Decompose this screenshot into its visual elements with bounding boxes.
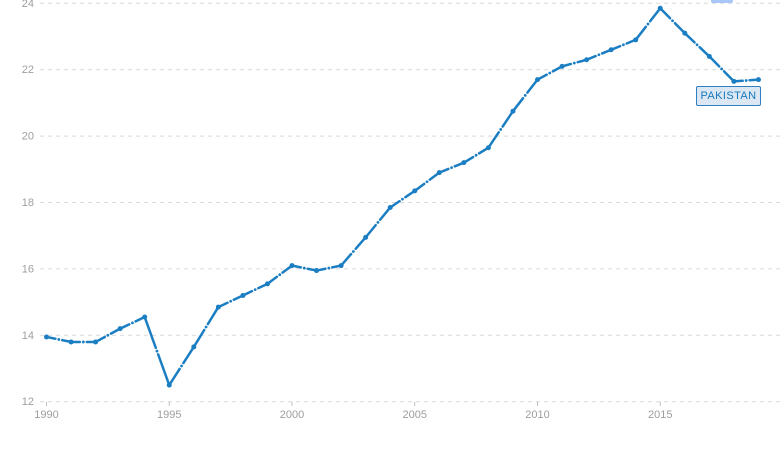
series-mid-dot: [81, 340, 85, 344]
data-point[interactable]: [461, 160, 467, 166]
series-mid-dot: [450, 166, 453, 170]
series-mid-dot: [744, 79, 748, 82]
y-axis-tick-label: 18: [22, 197, 34, 209]
data-point[interactable]: [68, 339, 74, 345]
data-point[interactable]: [682, 30, 688, 36]
data-point[interactable]: [584, 57, 590, 63]
data-point[interactable]: [240, 292, 246, 298]
series-mid-dot: [302, 266, 306, 270]
series-line-segment: [511, 96, 525, 113]
series-mid-dot: [401, 197, 404, 201]
y-axis-tick-label: 24: [22, 0, 34, 10]
series-mid-dot: [229, 299, 233, 303]
series-line-segment: [168, 367, 181, 387]
series-mid-dot: [376, 221, 380, 224]
series-label-pakistan: PAKISTAN: [696, 86, 761, 106]
series-line-segment: [648, 7, 662, 23]
y-axis-tick-label: 12: [22, 396, 34, 408]
series-line-segment: [501, 109, 515, 128]
series-line-segment: [487, 131, 500, 149]
series-mid-dot: [327, 266, 331, 270]
series-line-segment: [192, 328, 206, 349]
series-mid-dot: [646, 22, 650, 26]
series-mid-dot: [572, 61, 576, 65]
series-mid-dot: [278, 273, 282, 277]
data-point[interactable]: [314, 268, 320, 274]
y-axis-tick-label: 20: [22, 131, 34, 143]
data-point[interactable]: [633, 37, 639, 43]
data-point[interactable]: [510, 108, 516, 114]
data-point[interactable]: [44, 334, 49, 340]
series-mid-dot: [720, 67, 724, 71]
data-point[interactable]: [215, 304, 221, 310]
series-mid-dot: [155, 349, 159, 353]
x-axis-tick-label: 2015: [648, 409, 672, 421]
data-point[interactable]: [535, 77, 540, 83]
data-point[interactable]: [485, 145, 491, 151]
series-line-segment: [339, 252, 353, 267]
data-point[interactable]: [93, 339, 99, 345]
data-point[interactable]: [166, 382, 172, 388]
x-axis-tick-label: 1990: [34, 409, 58, 421]
data-point[interactable]: [117, 326, 123, 332]
y-axis-tick-label: 14: [22, 330, 34, 342]
series-line-segment: [364, 223, 377, 239]
data-point[interactable]: [363, 234, 369, 240]
data-point[interactable]: [608, 47, 614, 53]
data-point[interactable]: [755, 77, 761, 83]
series-mid-dot: [131, 321, 134, 325]
series-mid-dot: [548, 71, 552, 75]
series-mid-dot: [351, 250, 355, 253]
series-mid-dot: [106, 333, 110, 337]
data-point[interactable]: [436, 170, 442, 176]
series-line-segment: [354, 236, 367, 251]
data-point[interactable]: [387, 204, 393, 210]
series-mid-dot: [499, 128, 503, 131]
series-mid-dot: [622, 43, 625, 47]
series-mid-dot: [180, 364, 183, 368]
data-point[interactable]: [657, 5, 663, 11]
series-mid-dot: [204, 325, 208, 329]
series-line-segment: [378, 206, 392, 221]
data-point[interactable]: [191, 344, 197, 350]
data-point[interactable]: [706, 53, 712, 59]
series-line-segment: [143, 315, 158, 350]
series-line-segment: [156, 353, 171, 387]
series-line-segment: [206, 305, 220, 326]
series-line-segment: [526, 78, 539, 94]
data-point[interactable]: [412, 188, 418, 194]
data-point[interactable]: [142, 314, 148, 320]
data-point[interactable]: [731, 78, 737, 84]
series-line-segment: [182, 345, 196, 365]
series-mid-dot: [474, 153, 478, 157]
series-mid-dot: [523, 94, 527, 97]
series-mid-dot: [695, 43, 699, 47]
cropped-element-top: [711, 0, 733, 3]
data-point[interactable]: [264, 281, 270, 287]
x-axis-tick-label: 2000: [280, 409, 304, 421]
series-mid-dot: [57, 338, 61, 341]
data-point[interactable]: [289, 263, 295, 269]
x-axis-tick-label: 1995: [157, 409, 181, 421]
series-mid-dot: [671, 19, 674, 23]
series-mid-dot: [425, 180, 429, 184]
series-mid-dot: [253, 288, 257, 292]
x-axis-tick-label: 2010: [525, 409, 549, 421]
y-axis-tick-label: 22: [22, 64, 34, 76]
data-point[interactable]: [559, 63, 565, 69]
y-axis-tick-label: 16: [22, 263, 34, 275]
series-line-segment: [634, 25, 648, 42]
series-mid-dot: [597, 53, 601, 57]
data-point[interactable]: [338, 263, 344, 269]
x-axis-tick-label: 2005: [403, 409, 427, 421]
